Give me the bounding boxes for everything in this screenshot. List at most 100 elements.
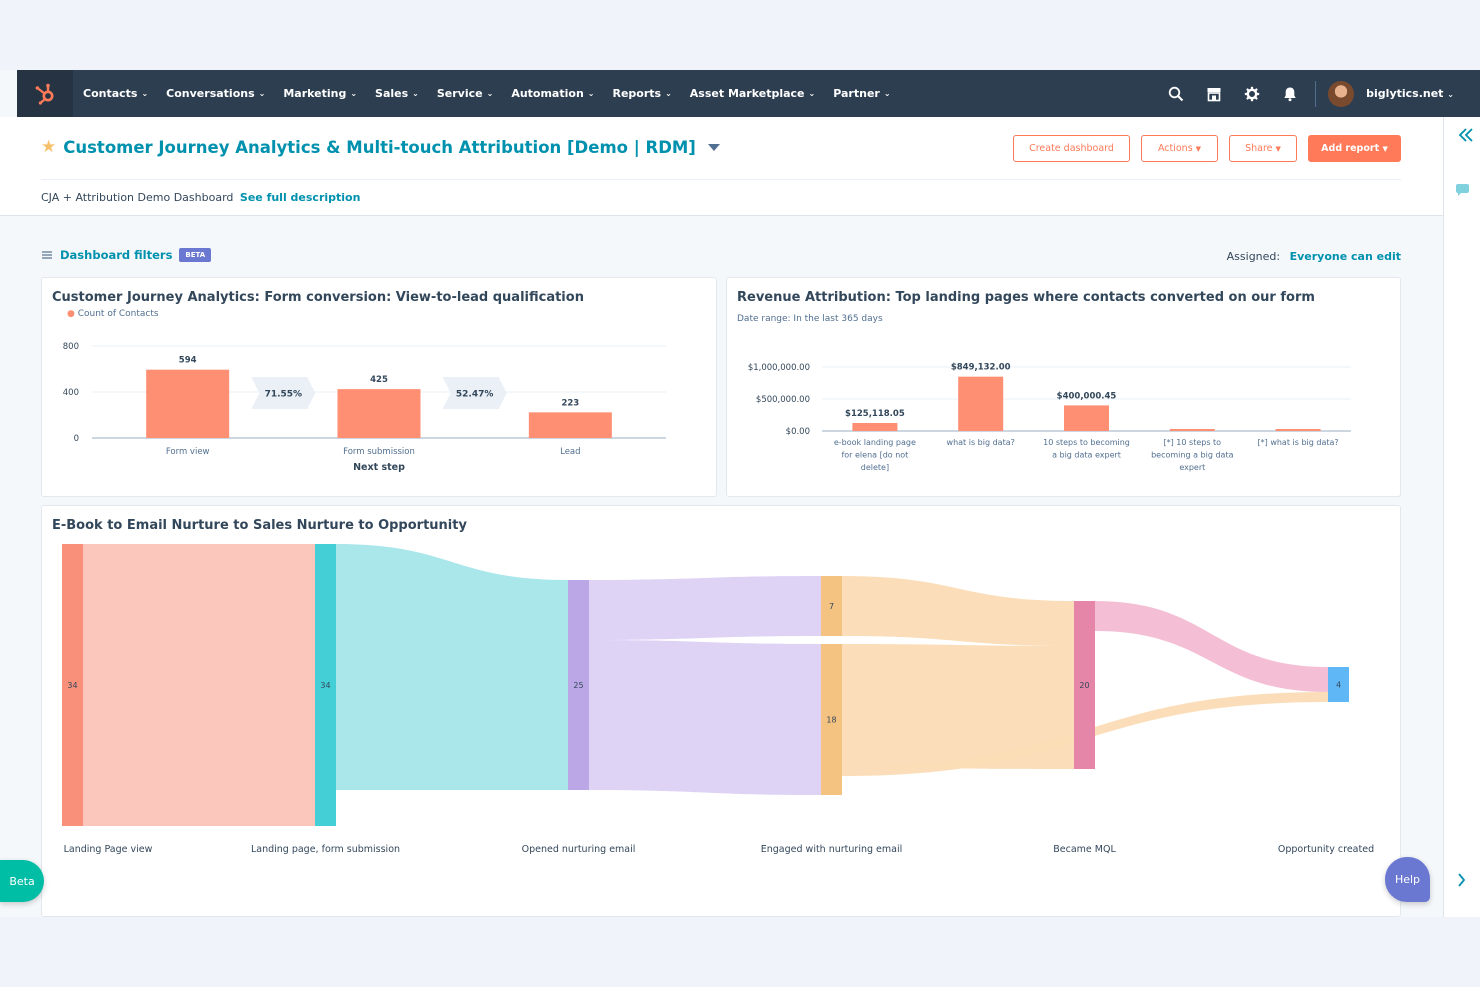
- sankey-node-value: 25: [573, 681, 583, 690]
- funnel-chart: 800 400 0 594 Form view 425 Form submission 223…: [63, 342, 666, 473]
- nav-item-asset-marketplace[interactable]: Asset Marketplace ⌄: [689, 87, 816, 100]
- page-title: Customer Journey Analytics & Multi-touch…: [63, 137, 696, 157]
- help-button[interactable]: Help: [1385, 857, 1430, 902]
- header-divider: [41, 179, 1401, 180]
- nav-item-conversations[interactable]: Conversations ⌄: [166, 87, 266, 100]
- revenue-report-card[interactable]: Revenue Attribution: Top landing pages w…: [726, 277, 1401, 497]
- bar-value-label: $400,000.45: [1057, 391, 1117, 401]
- app-frame: Contacts ⌄ Conversations ⌄ Marketing ⌄ Sales ⌄ S…: [0, 70, 1480, 917]
- nav-item-partner[interactable]: Partner ⌄: [833, 87, 891, 100]
- top-navigation: Contacts ⌄ Conversations ⌄ Marketing ⌄ Sales ⌄ S…: [17, 70, 1480, 117]
- search-icon[interactable]: [1157, 70, 1195, 117]
- sankey-link: [842, 576, 1074, 646]
- nav-item-service[interactable]: Service ⌄: [436, 87, 494, 100]
- chevron-down-icon: ⌄: [587, 89, 595, 98]
- funnel-legend: ● Count of Contacts: [67, 309, 159, 319]
- sankey-link: [842, 644, 1074, 769]
- beta-feedback-button[interactable]: Beta: [0, 860, 44, 902]
- bar-value-label: $125,118.05: [845, 409, 905, 419]
- comments-icon[interactable]: [1456, 184, 1469, 196]
- sankey-node: [821, 644, 842, 795]
- sankey-link: [589, 576, 821, 640]
- notifications-bell-icon[interactable]: [1271, 70, 1309, 117]
- sankey-link: [83, 544, 315, 826]
- funnel-bar: [337, 389, 421, 438]
- dashboard-filters-label[interactable]: Dashboard filters: [60, 248, 173, 262]
- beta-badge: BETA: [179, 248, 212, 262]
- nav-item-contacts[interactable]: Contacts ⌄: [83, 87, 149, 100]
- sankey-report-card[interactable]: E-Book to Email Nurture to Sales Nurture…: [41, 505, 1401, 917]
- actions-button[interactable]: Actions ▼: [1141, 135, 1218, 162]
- sankey-stage-label: Landing page, form submission: [251, 844, 400, 855]
- account-menu[interactable]: biglytics.net ⌄: [1366, 87, 1454, 100]
- x-tick-label: expert: [1179, 463, 1205, 472]
- x-tick-label: [*] what is big data?: [1258, 438, 1339, 447]
- chevron-down-icon: ⌄: [665, 89, 672, 98]
- y-tick-label: $1,000,000.00: [748, 363, 810, 373]
- sankey-stage-label: Opportunity created: [1278, 844, 1374, 855]
- revenue-report-title[interactable]: Revenue Attribution: Top landing pages w…: [737, 290, 1315, 305]
- sankey-node-value: 34: [67, 681, 77, 690]
- revenue-bar: [1275, 429, 1321, 431]
- user-avatar[interactable]: [1328, 80, 1355, 107]
- revenue-bar: [1169, 429, 1215, 431]
- dashboard-description: CJA + Attribution Demo Dashboard: [41, 191, 234, 204]
- dashboard-switcher-caret-icon[interactable]: [707, 143, 720, 151]
- assigned-info: Assigned: Everyone can edit: [1227, 250, 1401, 263]
- assigned-permission-link[interactable]: Everyone can edit: [1289, 250, 1401, 263]
- sankey-node-value: 34: [320, 681, 330, 690]
- x-tick-label: what is big data?: [947, 438, 1015, 447]
- settings-gear-icon[interactable]: [1233, 70, 1271, 117]
- chevron-down-icon: ⌄: [808, 89, 816, 98]
- dashboard-filters[interactable]: Dashboard filters BETA: [41, 248, 212, 262]
- sankey-chart: 34 34 25 7 18 20 4 Landing Page view Landing pag…: [62, 544, 1374, 855]
- sankey-link: [336, 544, 568, 790]
- funnel-report-title[interactable]: Customer Journey Analytics: Form convers…: [52, 290, 584, 305]
- bar-value-label: 425: [370, 375, 388, 385]
- conversion-arrow: [442, 377, 507, 409]
- sankey-link: [589, 640, 821, 795]
- sankey-link: [1095, 601, 1328, 692]
- x-tick-label: delete]: [861, 463, 889, 472]
- nav-item-automation[interactable]: Automation ⌄: [511, 87, 595, 100]
- y-tick-label: $0.00: [786, 427, 810, 437]
- sankey-node-value: 20: [1079, 681, 1089, 690]
- conversion-rate-label: 52.47%: [456, 390, 494, 400]
- nav-divider: [1315, 80, 1317, 107]
- chevron-down-icon: ⌄: [412, 89, 419, 98]
- funnel-bar: [146, 369, 230, 438]
- collapse-panel-icon[interactable]: [1458, 128, 1473, 142]
- nav-item-marketing[interactable]: Marketing ⌄: [283, 87, 358, 100]
- sankey-stage-label: Engaged with nurturing email: [761, 844, 902, 855]
- y-tick-label: $500,000.00: [756, 395, 810, 405]
- y-tick-label: 400: [63, 388, 79, 398]
- marketplace-icon[interactable]: [1195, 70, 1233, 117]
- add-report-button[interactable]: Add report ▼: [1308, 135, 1401, 162]
- filter-lines-icon: [42, 251, 52, 259]
- bar-value-label: 223: [561, 398, 579, 408]
- expand-arrow-icon[interactable]: [1458, 873, 1466, 887]
- chevron-down-icon: ⌄: [141, 89, 149, 98]
- nav-item-reports[interactable]: Reports ⌄: [612, 87, 672, 100]
- funnel-bar: [528, 412, 612, 438]
- see-full-description-link[interactable]: See full description: [239, 191, 361, 204]
- x-tick-label: [*] 10 steps to: [1164, 438, 1222, 447]
- sankey-node: [821, 576, 842, 636]
- favorite-star-icon[interactable]: ★: [41, 137, 57, 157]
- nav-item-sales[interactable]: Sales ⌄: [375, 87, 419, 100]
- revenue-chart: $1,000,000.00 $500,000.00 $0.00 $125,118.05…: [748, 363, 1351, 472]
- sankey-node: [1328, 667, 1349, 702]
- funnel-report-card[interactable]: Customer Journey Analytics: Form convers…: [41, 277, 717, 497]
- right-rail: [1443, 117, 1480, 917]
- chevron-down-icon: ⌄: [883, 89, 891, 98]
- share-button[interactable]: Share ▼: [1229, 135, 1297, 162]
- x-tick-label: becoming a big data: [1151, 451, 1233, 460]
- chevron-down-icon: ⌄: [350, 89, 358, 98]
- y-tick-label: 800: [63, 342, 79, 352]
- conversion-arrow: [251, 377, 316, 409]
- sankey-report-title[interactable]: E-Book to Email Nurture to Sales Nurture…: [52, 518, 467, 533]
- create-dashboard-button[interactable]: Create dashboard: [1013, 135, 1130, 162]
- revenue-date-range: Date range: In the last 365 days: [737, 314, 883, 324]
- sankey-node: [315, 544, 336, 826]
- hubspot-logo[interactable]: [17, 70, 73, 117]
